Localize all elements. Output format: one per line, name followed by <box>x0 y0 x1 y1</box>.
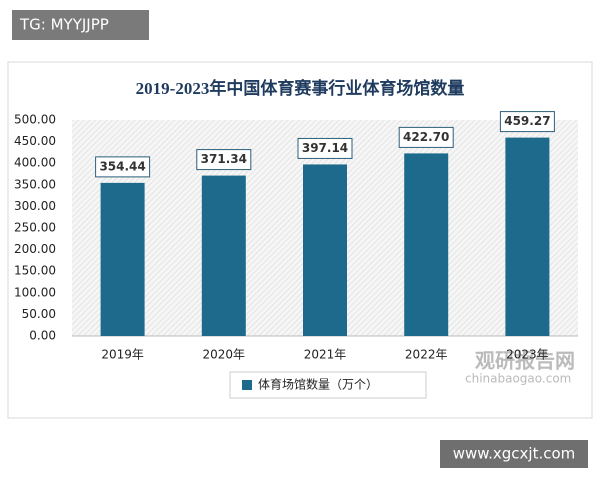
y-tick-label: 50.00 <box>22 307 56 321</box>
value-label-box <box>95 156 151 178</box>
value-label: 422.70 <box>403 130 449 144</box>
bar <box>404 153 449 336</box>
x-tick-label: 2020年 <box>203 348 246 362</box>
bar <box>505 137 550 336</box>
watermark: chinabaogao.com <box>465 372 571 386</box>
x-tick-label: 2023年 <box>506 348 549 362</box>
value-label-box <box>499 111 555 133</box>
bar <box>303 164 347 336</box>
watermark-box <box>440 440 588 468</box>
watermark-box <box>12 10 149 40</box>
watermark: 观研报告网 <box>475 349 575 373</box>
value-label: 459.27 <box>504 114 550 128</box>
y-tick-label: 450.00 <box>14 134 56 148</box>
legend-swatch <box>242 380 252 390</box>
value-label-box <box>297 137 353 159</box>
legend-box <box>229 371 427 399</box>
y-tick-label: 400.00 <box>14 156 56 170</box>
y-tick-label: 500.00 <box>14 113 56 127</box>
y-tick-label: 150.00 <box>14 264 56 278</box>
value-label-box <box>398 126 454 148</box>
chart-title: 2019-2023年中国体育赛事行业体育场馆数量 <box>136 78 465 98</box>
bar <box>100 182 145 336</box>
watermark: www.xgcxjt.com <box>453 445 576 463</box>
y-tick-label: 300.00 <box>14 199 56 213</box>
value-label: 354.44 <box>99 159 145 173</box>
y-tick-label: 250.00 <box>14 221 56 235</box>
x-tick-label: 2022年 <box>405 348 448 362</box>
value-label-box <box>196 149 252 171</box>
x-tick-label: 2021年 <box>304 348 347 362</box>
y-tick-label: 350.00 <box>14 177 56 191</box>
y-tick-label: 200.00 <box>14 242 56 256</box>
y-tick-label: 0.00 <box>29 329 56 343</box>
y-tick-label: 100.00 <box>14 285 56 299</box>
watermark: TG: MYYJJPP <box>19 16 109 34</box>
bar <box>201 175 246 336</box>
value-label: 397.14 <box>302 141 348 155</box>
value-label: 371.34 <box>201 152 247 166</box>
x-tick-label: 2019年 <box>101 348 144 362</box>
legend-label: 体育场馆数量（万个） <box>258 377 378 392</box>
